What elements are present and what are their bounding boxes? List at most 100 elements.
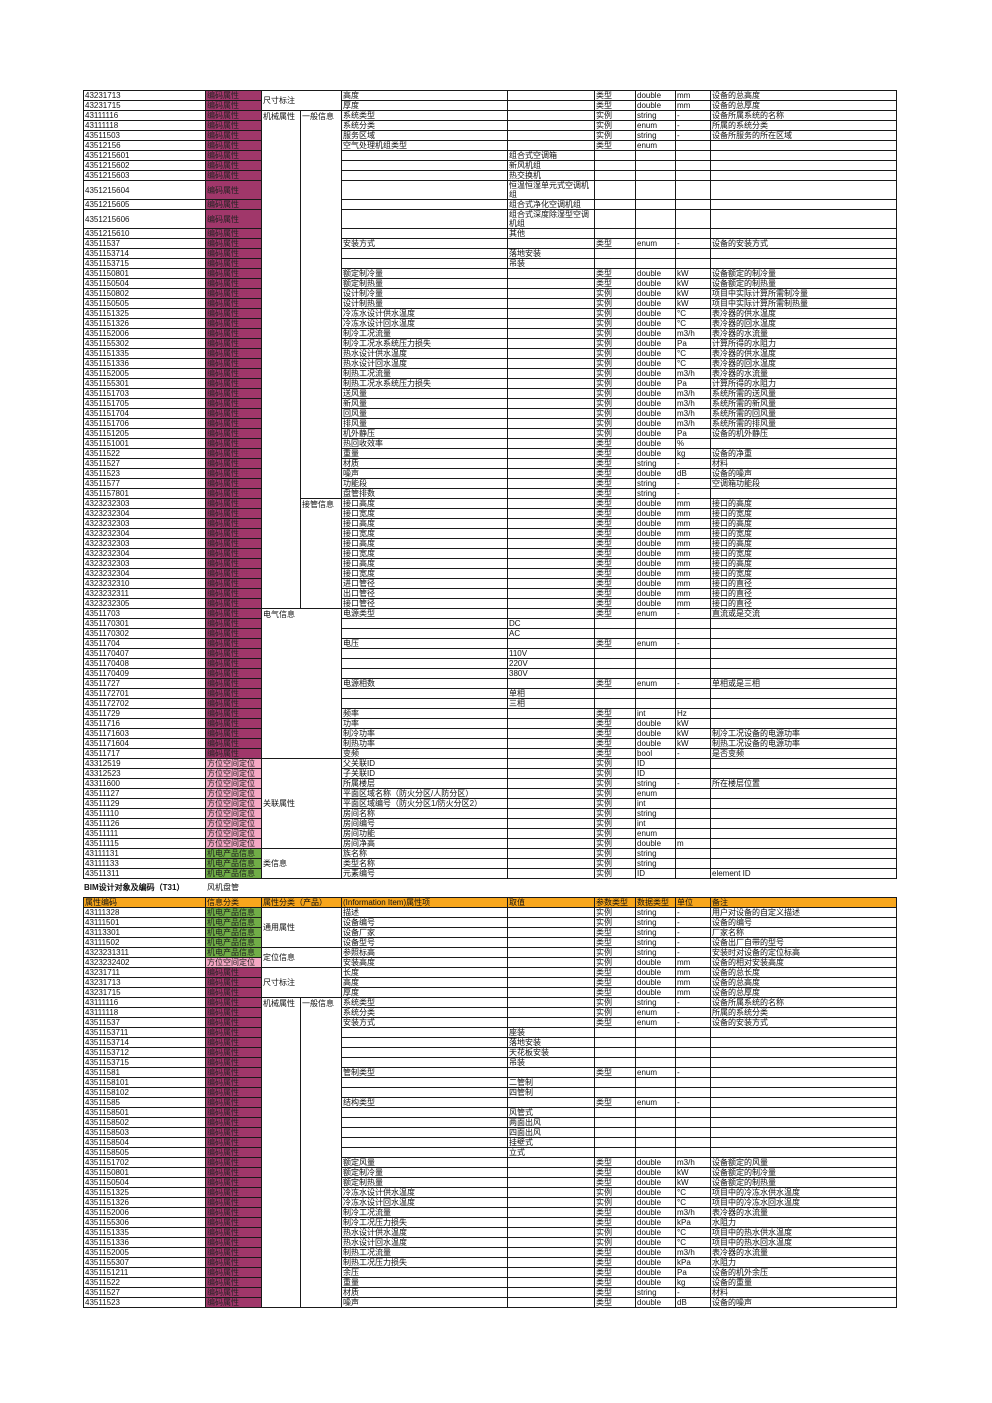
cell-unit: [675, 818, 711, 829]
table-row: 43511126 方位空间定位 房间编号 实例 int: [83, 818, 897, 829]
cell-value: [507, 987, 595, 998]
table-row: 4351151702 编码属性 额定风量 类型 double m3/h 设备额定的风量: [83, 1157, 897, 1168]
cell-data-type: enum: [635, 828, 676, 839]
cell-name: 额定制热量: [341, 1177, 508, 1188]
cell-param-type: 实例: [594, 768, 636, 779]
table-row: 43111118 编码属性 系统分类 实例 enum - 所属的系统分类: [83, 1007, 897, 1018]
cell-category: 编码属性: [205, 718, 262, 729]
table-row: 4351151703 编码属性 送风量 实例 double m3/h 系统所需的送风量: [83, 388, 897, 399]
cell-code: 43511727: [83, 678, 206, 689]
cell-value: [507, 1277, 595, 1288]
cell-param-type: [594, 1147, 636, 1158]
cell-name: 出口管径: [341, 588, 508, 599]
cell-code: 43511522: [83, 1277, 206, 1288]
cell-param-type: 实例: [594, 868, 636, 879]
cell-code: 4351153714: [83, 1037, 206, 1048]
section-title-text: BIM设计对象及编码（T31）: [84, 883, 185, 892]
table-row: 43111501 机电产品信息 设备编号 实例 string - 设备的编号: [83, 917, 897, 928]
cell-param-type: 类型: [594, 1017, 636, 1028]
cell-value: [507, 1297, 595, 1308]
cell-code: 4323232311: [83, 588, 206, 599]
cell-name: 功率: [341, 718, 508, 729]
cell-data-type: [635, 618, 676, 629]
cell-code: 43511581: [83, 1067, 206, 1078]
table-row: 43511527 编码属性 材质 类型 string - 材料: [83, 1287, 897, 1298]
cell-name: 安装高度: [341, 957, 508, 968]
cell-value: [507, 548, 595, 559]
cell-param-type: 实例: [594, 798, 636, 809]
cell-note: 设备的噪声: [710, 1297, 897, 1308]
cell-data-type: [635, 228, 676, 239]
table-row: 4351155302 编码属性 制冷工况水系统压力损失 实例 double Pa 计算所得的…: [83, 338, 897, 349]
cell-data-type: enum: [635, 608, 676, 619]
cell-unit: -: [675, 1287, 711, 1298]
cell-name: 房间净高: [341, 838, 508, 849]
cell-value: [507, 977, 595, 988]
table-row: 43511311 机电产品信息 元素编号 实例 ID element ID: [83, 868, 897, 879]
cell-code: 4351151211: [83, 1267, 206, 1278]
cell-param-type: 类型: [594, 458, 636, 469]
table-row: 4351150802 编码属性 设计制冷量 实例 double kW 项目中实际计算所需制冷…: [83, 288, 897, 299]
table-row: 43511577 编码属性 功能段 类型 string - 空调箱功能段: [83, 478, 897, 489]
cell-unit: [675, 618, 711, 629]
cell-unit: [675, 258, 711, 269]
cell-unit: mm: [675, 508, 711, 519]
cell-note: 系统所需的排风量: [710, 418, 897, 429]
cell-data-type: double: [635, 1257, 676, 1268]
cell-value: [507, 738, 595, 749]
cell-unit: -: [675, 130, 711, 141]
table-row: 4351153714 编码属性 落地安装: [83, 1037, 897, 1048]
cell-note: 设备的机外余压: [710, 1267, 897, 1278]
cell-note: 设备所属系统的名称: [710, 110, 897, 121]
cell-category: 编码属性: [205, 1107, 262, 1118]
cell-param-type: [594, 1077, 636, 1088]
cell-code: 4351151703: [83, 388, 206, 399]
cell-code: 4351151336: [83, 1237, 206, 1248]
cell-code: 4351215601: [83, 150, 206, 161]
cell-code: 4351172702: [83, 698, 206, 709]
cell-value: [507, 448, 595, 459]
cell-note: 设备的相对安装高度: [710, 957, 897, 968]
table-row: 43111131 机电产品信息 类信息 族名称 实例 string: [83, 848, 897, 879]
cell-name: [341, 628, 508, 639]
cell-note: 单相或是三相: [710, 678, 897, 689]
cell-note: [710, 818, 897, 829]
cell-value: [507, 318, 595, 329]
cell-code: 4351215602: [83, 160, 206, 171]
cell-value: 二管制: [507, 1077, 595, 1088]
cell-name: 房间编号: [341, 818, 508, 829]
cell-unit: [675, 648, 711, 659]
cell-category: 编码属性: [205, 967, 262, 978]
cell-value: [507, 518, 595, 529]
cell-name: 设计制热量: [341, 298, 508, 309]
cell-param-type: 类型: [594, 598, 636, 609]
table-row: 4323232311 编码属性 出口管径 类型 double mm 接口的直径: [83, 588, 897, 599]
table-row: 4351153714 编码属性 落地安装: [83, 248, 897, 259]
cell-param-type: 类型: [594, 140, 636, 151]
cell-code: 4351215605: [83, 199, 206, 210]
table-row: 4323231311 机电产品信息 定位信息 参照标高 实例 string - 安装时对设备的…: [83, 947, 897, 968]
cell-code: 4351151205: [83, 428, 206, 439]
cell-unit: [675, 199, 711, 210]
cell-note: [710, 648, 897, 659]
table-row: 4323232303 编码属性 接口高度 类型 double mm 接口的高度: [83, 558, 897, 569]
table-row: 4323232304 编码属性 接口宽度 类型 double mm 接口的宽度: [83, 528, 897, 539]
cell-data-type: double: [635, 1217, 676, 1228]
section-title: BIM设计对象及编码（T31） 风机盘管: [83, 879, 896, 897]
table-row: 43111118 编码属性 系统分类 实例 enum - 所属的系统分类: [83, 120, 897, 131]
table-row: 4351153715 编码属性 吊装: [83, 1057, 897, 1068]
cell-name: 热水设计供水温度: [341, 348, 508, 359]
cell-data-type: enum: [635, 638, 676, 649]
table-row: 43511537 编码属性 安装方式 类型 enum - 设备的安装方式: [83, 1017, 897, 1028]
cell-param-type: 类型: [594, 638, 636, 649]
cell-value: 热交换机: [507, 170, 595, 181]
cell-category: 方位空间定位: [205, 758, 262, 769]
cell-data-type: [635, 668, 676, 679]
cell-data-type: enum: [635, 140, 676, 151]
section-object-name: 风机盘管: [207, 883, 239, 892]
cell-unit: -: [675, 947, 711, 958]
attribute-table-previous: 43231713 编码属性 尺寸标注 高度 类型 double mm 设备的总高度 432317…: [83, 90, 897, 879]
cell-name: 送风量: [341, 388, 508, 399]
cell-data-type: double: [635, 1187, 676, 1198]
table-row: 4351151326 编码属性 冷冻水设计回水温度 实例 double °C 项目中的冷冻水…: [83, 1197, 897, 1208]
